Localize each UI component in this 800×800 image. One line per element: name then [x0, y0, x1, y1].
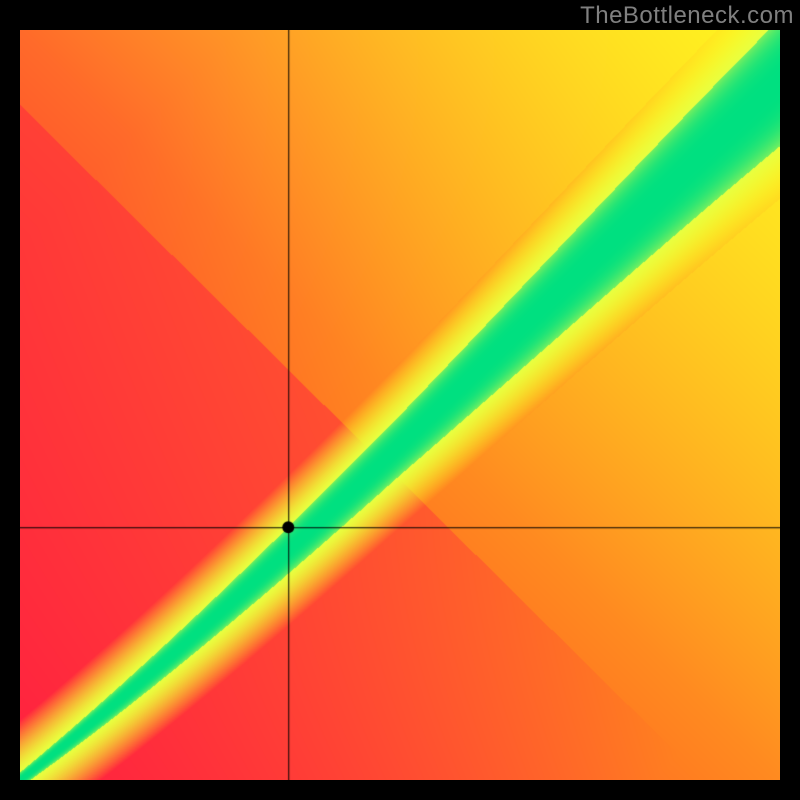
chart-container: TheBottleneck.com	[0, 0, 800, 800]
watermark-text: TheBottleneck.com	[580, 0, 800, 30]
heatmap-canvas	[20, 30, 780, 780]
